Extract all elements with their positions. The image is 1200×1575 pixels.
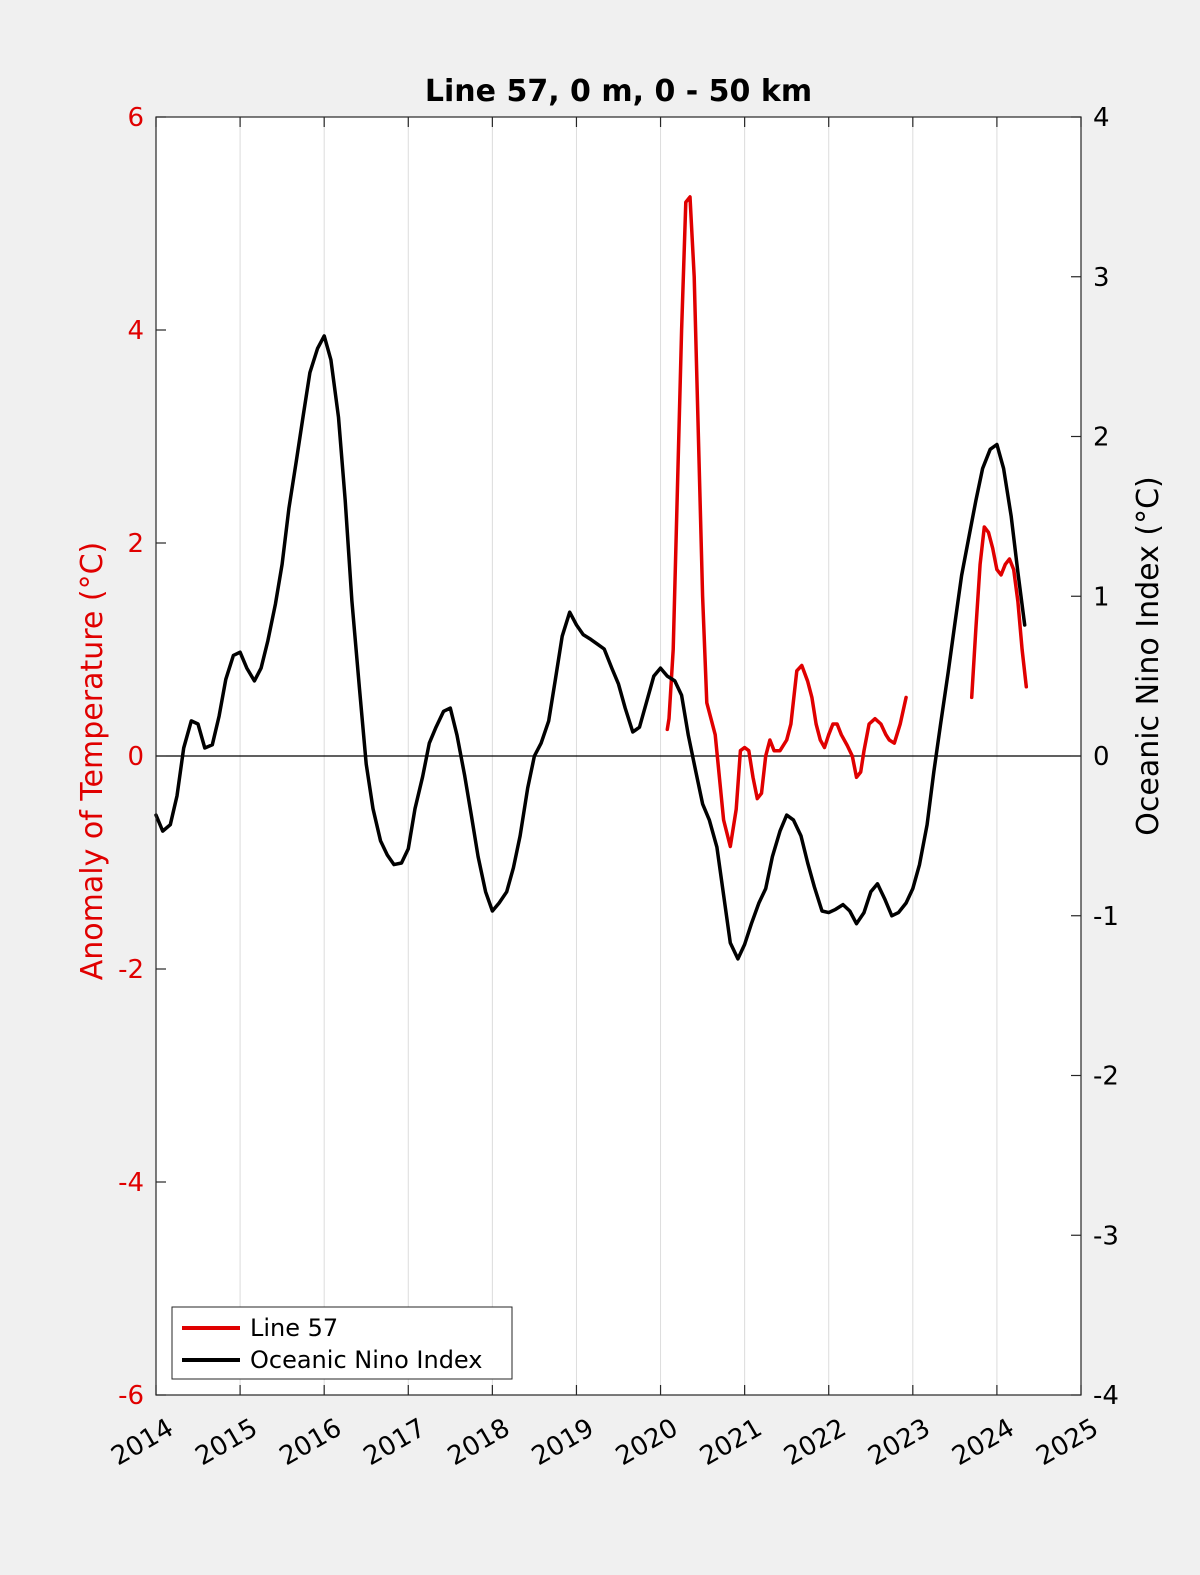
right-axis-label: Oceanic Nino Index (°C) xyxy=(1131,476,1166,836)
right-axis-ticks: -4 -3 -2 -1 0 1 2 3 4 xyxy=(1071,103,1119,1411)
legend-label-oni: Oceanic Nino Index xyxy=(250,1346,482,1374)
left-tick-label-6: 6 xyxy=(127,103,144,133)
series-layer xyxy=(154,195,1029,961)
right-tick-label-1: 1 xyxy=(1093,582,1110,612)
right-tick-label-4: 4 xyxy=(1093,103,1110,133)
line-57-series-segment-0 xyxy=(665,195,908,849)
legend-box xyxy=(171,1306,513,1380)
right-tick-label--4: -4 xyxy=(1093,1381,1119,1411)
left-tick-label--6: -6 xyxy=(118,1381,144,1411)
right-tick-label-2: 2 xyxy=(1093,423,1110,453)
right-tick-label--2: -2 xyxy=(1093,1062,1119,1092)
line-57-series-segment-1 xyxy=(969,525,1029,700)
legend: Line 57 Oceanic Nino Index xyxy=(171,1306,513,1380)
right-tick-label-0: 0 xyxy=(1093,742,1110,772)
left-tick-label--4: -4 xyxy=(118,1168,144,1198)
right-tick-label-3: 3 xyxy=(1093,263,1110,293)
left-tick-label-2: 2 xyxy=(127,529,144,559)
left-tick-label-0: 0 xyxy=(127,742,144,772)
chart-title: Line 57, 0 m, 0 - 50 km xyxy=(425,74,812,109)
left-axis-label: Anomaly of Temperature (°C) xyxy=(75,542,110,981)
left-axis-ticks: -6 -4 -2 0 2 4 6 xyxy=(118,103,166,1411)
left-tick-label--2: -2 xyxy=(118,955,144,985)
oni-series-segment-0 xyxy=(154,334,1027,961)
legend-label-line-57: Line 57 xyxy=(250,1314,338,1342)
right-tick-label--1: -1 xyxy=(1093,902,1119,932)
right-tick-label--3: -3 xyxy=(1093,1221,1119,1251)
left-tick-label-4: 4 xyxy=(127,316,144,346)
